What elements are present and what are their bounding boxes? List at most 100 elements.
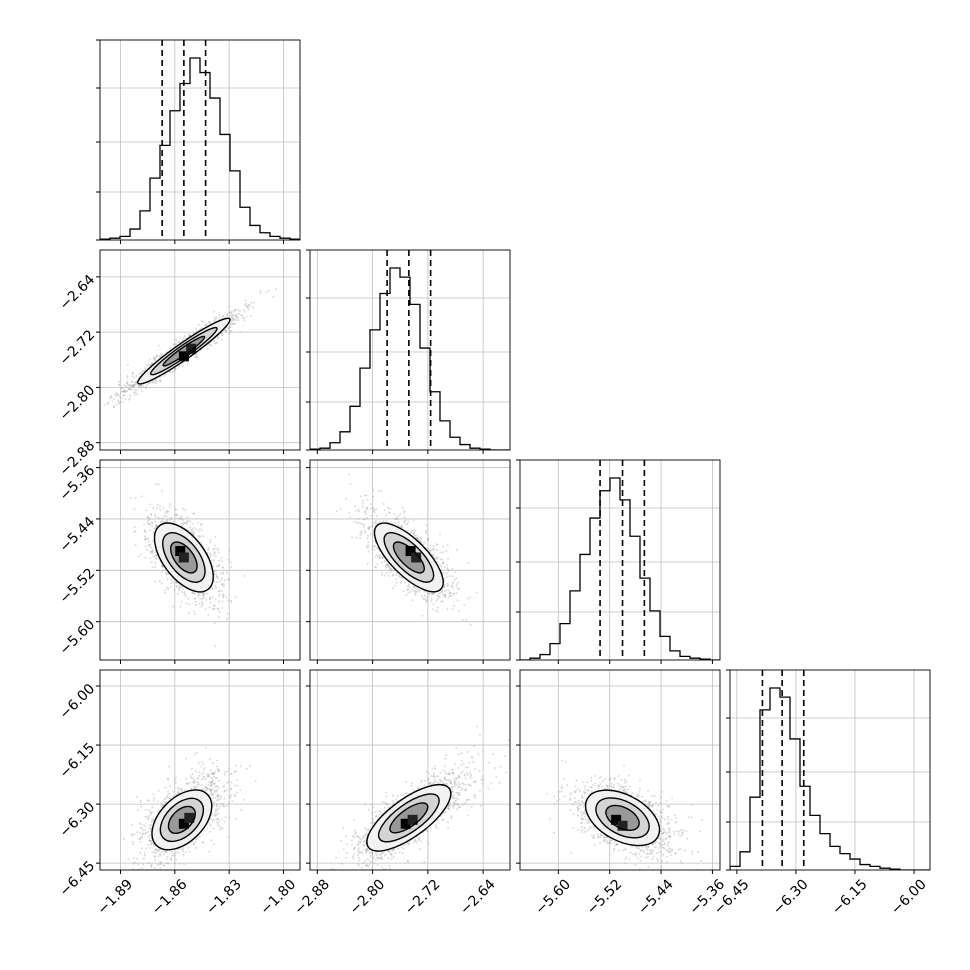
sample-point xyxy=(217,318,220,321)
sample-point xyxy=(443,593,446,596)
sample-point xyxy=(164,572,167,575)
sample-point xyxy=(131,386,134,389)
sample-point xyxy=(215,790,218,793)
sample-point xyxy=(196,521,199,524)
sample-point xyxy=(189,334,192,337)
sample-point xyxy=(442,572,445,575)
sample-point xyxy=(233,309,236,312)
sample-point xyxy=(144,825,147,828)
sample-point xyxy=(382,502,385,505)
sample-point xyxy=(406,585,409,588)
sample-point xyxy=(362,518,365,521)
sample-point xyxy=(215,818,218,821)
sample-point xyxy=(144,368,147,371)
sample-point xyxy=(388,512,391,514)
sample-point xyxy=(185,522,188,525)
sample-point xyxy=(201,602,204,605)
sample-point xyxy=(216,607,219,610)
sample-point xyxy=(134,381,137,384)
sample-point xyxy=(222,314,225,317)
sample-point xyxy=(228,305,231,308)
sample-point xyxy=(229,796,232,799)
sample-point xyxy=(192,843,195,846)
sample-point xyxy=(413,590,416,593)
sample-point xyxy=(103,404,106,406)
sample-point xyxy=(127,398,130,401)
sample-point xyxy=(382,556,385,559)
sample-point xyxy=(415,591,418,594)
sample-point xyxy=(241,314,244,317)
sample-point xyxy=(192,781,195,784)
sample-point xyxy=(144,385,147,388)
sample-point xyxy=(404,519,407,522)
sample-point xyxy=(221,583,224,585)
sample-point xyxy=(186,520,189,523)
sample-point xyxy=(183,522,186,525)
sample-point xyxy=(149,358,152,361)
sample-point xyxy=(213,340,216,342)
sample-point xyxy=(234,319,237,322)
sample-point xyxy=(174,368,177,371)
sample-point xyxy=(150,843,153,846)
sample-point xyxy=(244,304,246,307)
sample-point xyxy=(403,510,406,513)
sample-point xyxy=(160,851,163,854)
sample-point xyxy=(173,368,176,370)
sample-point xyxy=(376,553,379,556)
sample-point xyxy=(447,596,450,599)
sample-point xyxy=(224,816,227,819)
sample-point xyxy=(206,347,209,350)
sample-point xyxy=(150,842,153,845)
sample-point xyxy=(214,796,217,799)
sample-point xyxy=(246,305,248,308)
sample-point xyxy=(185,521,188,524)
sample-point xyxy=(154,551,157,554)
sample-point xyxy=(140,387,143,390)
sample-point xyxy=(209,598,212,601)
sample-point xyxy=(388,566,391,569)
sample-point xyxy=(157,483,160,486)
sample-point xyxy=(159,378,162,381)
sample-point xyxy=(195,356,198,359)
sample-point xyxy=(135,381,138,384)
sample-point xyxy=(201,604,204,607)
sample-point xyxy=(160,380,163,383)
sample-point xyxy=(142,829,145,832)
sample-point xyxy=(138,384,141,387)
sample-point xyxy=(365,494,368,497)
sample-point xyxy=(131,388,134,391)
sample-point xyxy=(182,521,185,524)
sample-point xyxy=(267,289,270,292)
sample-point xyxy=(151,549,154,552)
sample-point xyxy=(148,540,151,543)
sample-point xyxy=(428,592,431,595)
sample-point xyxy=(397,574,400,577)
sample-point xyxy=(155,524,157,526)
sample-point xyxy=(224,330,227,332)
sample-point xyxy=(169,585,172,588)
sample-point xyxy=(179,518,182,521)
sample-point xyxy=(213,604,216,607)
sample-point xyxy=(208,553,211,555)
sample-point xyxy=(147,519,150,522)
sample-point xyxy=(223,797,226,800)
sample-point xyxy=(134,530,137,533)
sample-point xyxy=(222,565,224,568)
sample-point xyxy=(371,548,374,551)
sample-point xyxy=(390,567,393,570)
sample-point xyxy=(232,319,235,322)
sample-point xyxy=(209,321,212,324)
sample-point xyxy=(140,384,143,387)
sample-point xyxy=(228,311,231,314)
sample-point xyxy=(212,804,215,807)
sample-point xyxy=(141,370,144,373)
sample-point xyxy=(176,514,179,517)
sample-point xyxy=(180,789,183,792)
sample-point xyxy=(157,800,160,803)
sample-point xyxy=(181,591,183,594)
sample-point xyxy=(128,388,131,391)
sample-point xyxy=(126,376,129,379)
sample-point xyxy=(435,599,438,602)
sample-point xyxy=(145,847,147,850)
sample-point xyxy=(414,590,417,593)
